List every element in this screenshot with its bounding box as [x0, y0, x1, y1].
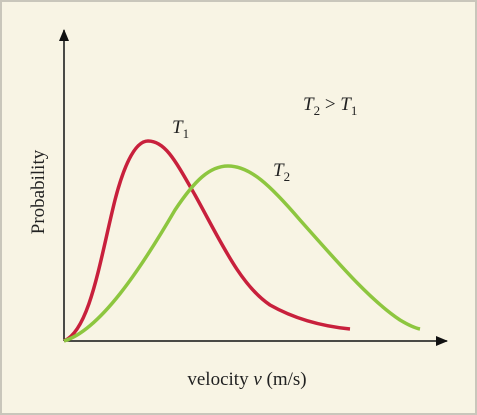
curve-label-t2: T2 [273, 160, 290, 184]
subscript: 2 [314, 103, 321, 118]
x-label-unit: (m/s) [262, 369, 307, 390]
curve-t2 [63, 164, 421, 343]
symbol: T [273, 160, 285, 181]
x-label-symbol: v [253, 369, 262, 390]
subscript: 2 [284, 169, 291, 184]
y-axis-label: Probability [28, 149, 49, 234]
x-label-text: velocity [187, 369, 253, 390]
subscript: 1 [351, 103, 358, 118]
symbol: T [303, 94, 315, 115]
symbol: T [340, 94, 352, 115]
curve-t1 [63, 139, 351, 343]
x-axis-label: velocity v (m/s) [187, 369, 306, 390]
operator: > [320, 94, 340, 115]
curve-label-t1: T1 [172, 117, 189, 141]
subscript: 1 [183, 126, 190, 141]
relation: T2 > T1 [303, 94, 357, 118]
symbol: T [172, 117, 184, 138]
